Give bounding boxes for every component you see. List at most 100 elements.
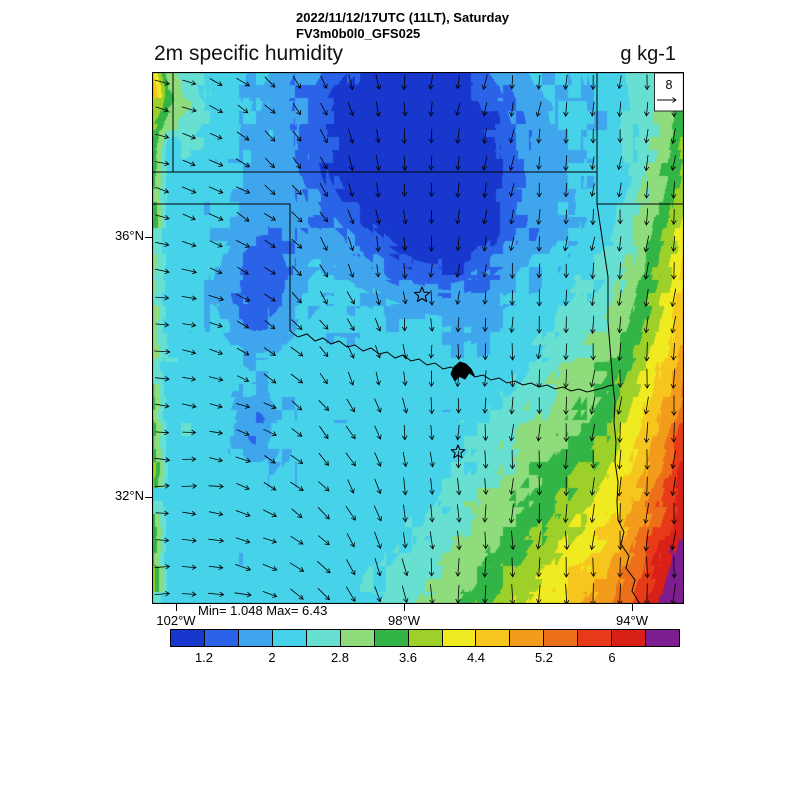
wind-arrow-icon <box>481 74 488 91</box>
wind-arrow-icon <box>320 236 328 251</box>
wind-arrow-icon <box>455 209 461 225</box>
wind-arrow-icon <box>181 564 197 571</box>
wind-arrow-icon <box>291 184 302 195</box>
colorbar-segment <box>578 630 613 646</box>
wind-arrow-icon <box>208 591 225 598</box>
wind-arrow-icon <box>536 369 542 389</box>
wind-arrow-icon <box>455 584 461 604</box>
wind-arrow-icon <box>236 375 250 382</box>
colorbar-tick-label: 4.4 <box>466 650 486 665</box>
wind-vectors <box>154 74 677 604</box>
wind-arrow-icon <box>374 478 382 495</box>
wind-arrow-icon <box>291 428 303 437</box>
wind-arrow-icon <box>482 397 488 414</box>
wind-arrow-icon <box>264 157 275 169</box>
wind-arrow-icon <box>209 132 223 140</box>
wind-arrow-icon <box>264 104 276 114</box>
wind-arrow-icon <box>589 477 596 496</box>
colorbar-tick-label: 2 <box>268 650 276 665</box>
wind-arrow-icon <box>208 537 225 544</box>
wind-arrow-icon <box>401 558 409 577</box>
wind-arrow-icon <box>429 478 435 495</box>
wind-arrow-icon <box>347 209 355 225</box>
wind-arrow-icon <box>291 508 303 519</box>
wind-arrow-icon <box>671 181 677 199</box>
wind-arrow-icon <box>563 449 569 470</box>
wind-arrow-icon <box>590 343 596 361</box>
wind-arrow-icon <box>590 128 596 144</box>
state-borders <box>152 72 684 604</box>
wind-arrow-icon <box>455 155 461 171</box>
wind-arrow-icon <box>590 315 596 335</box>
colorbar-segment <box>374 630 409 646</box>
wind-arrow-icon <box>209 348 224 356</box>
wind-arrow-icon <box>670 155 676 171</box>
wind-arrow-icon <box>671 262 677 280</box>
wind-arrow-icon <box>481 155 488 171</box>
wind-arrow-icon <box>428 183 435 198</box>
wind-arrow-icon <box>536 557 542 578</box>
wind-arrow-icon <box>455 264 461 278</box>
wind-arrow-icon <box>643 396 650 415</box>
wind-arrow-icon <box>263 537 278 544</box>
wind-arrow-icon <box>236 77 250 87</box>
wind-arrow-icon <box>155 510 169 516</box>
wind-arrow-icon <box>589 503 596 524</box>
wind-arrow-icon <box>346 398 355 413</box>
wind-arrow-icon <box>374 317 382 332</box>
wind-arrow-icon <box>590 262 596 280</box>
texas-east-border <box>612 384 641 604</box>
city-markers <box>413 286 466 459</box>
wind-arrow-icon <box>345 425 356 440</box>
wind-arrow-icon <box>292 75 301 89</box>
wind-arrow-icon <box>509 478 515 495</box>
wind-arrow-icon <box>616 236 623 252</box>
wind-arrow-icon <box>292 265 302 277</box>
wind-arrow-icon <box>482 585 488 604</box>
wind-arrow-icon <box>182 510 197 517</box>
wind-arrow-icon <box>263 482 277 491</box>
wind-arrow-icon <box>209 105 224 114</box>
wind-arrow-icon <box>644 181 650 199</box>
wind-arrow-icon <box>236 211 250 222</box>
wind-arrow-icon <box>375 74 382 91</box>
colorbar-segment <box>544 630 579 646</box>
wind-arrow-icon <box>617 262 623 280</box>
wind-arrow-icon <box>345 505 356 521</box>
wind-arrow-icon <box>402 101 408 117</box>
wind-arrow-icon <box>290 373 304 384</box>
reference-vector-box: 8 <box>654 72 684 112</box>
wind-arrow-icon <box>318 399 330 412</box>
wind-arrow-icon <box>290 481 304 491</box>
wind-arrow-icon <box>347 371 355 386</box>
wind-arrow-icon <box>401 318 408 332</box>
star-marker-icon <box>413 286 431 303</box>
wind-arrow-icon <box>290 346 304 357</box>
wind-arrow-icon <box>643 529 649 552</box>
wind-arrow-icon <box>209 322 223 328</box>
wind-arrow-icon <box>401 74 408 91</box>
colorbar <box>170 629 680 647</box>
wind-arrow-icon <box>617 209 623 225</box>
colorbar-tick-label: 1.2 <box>194 650 214 665</box>
wind-arrow-icon <box>482 317 488 333</box>
colorbar-segment <box>340 630 375 646</box>
wind-arrow-icon <box>508 183 515 198</box>
wind-arrow-icon <box>263 402 277 410</box>
wind-arrow-icon <box>536 477 543 496</box>
wind-arrow-icon <box>509 370 516 388</box>
humidity-field-canvas <box>152 72 684 604</box>
wind-arrow-icon <box>670 450 676 469</box>
wind-arrow-icon <box>374 398 382 413</box>
wind-arrow-icon <box>482 182 488 199</box>
wind-arrow-icon <box>509 584 516 604</box>
wind-arrow-icon <box>589 289 596 307</box>
wind-arrow-icon <box>263 373 277 384</box>
wind-arrow-icon <box>402 477 408 496</box>
wind-arrow-icon <box>402 209 408 225</box>
wind-arrow-icon <box>375 264 381 278</box>
wind-arrow-icon <box>182 132 197 140</box>
wind-arrow-icon <box>429 504 435 523</box>
wind-arrow-icon <box>456 530 462 551</box>
